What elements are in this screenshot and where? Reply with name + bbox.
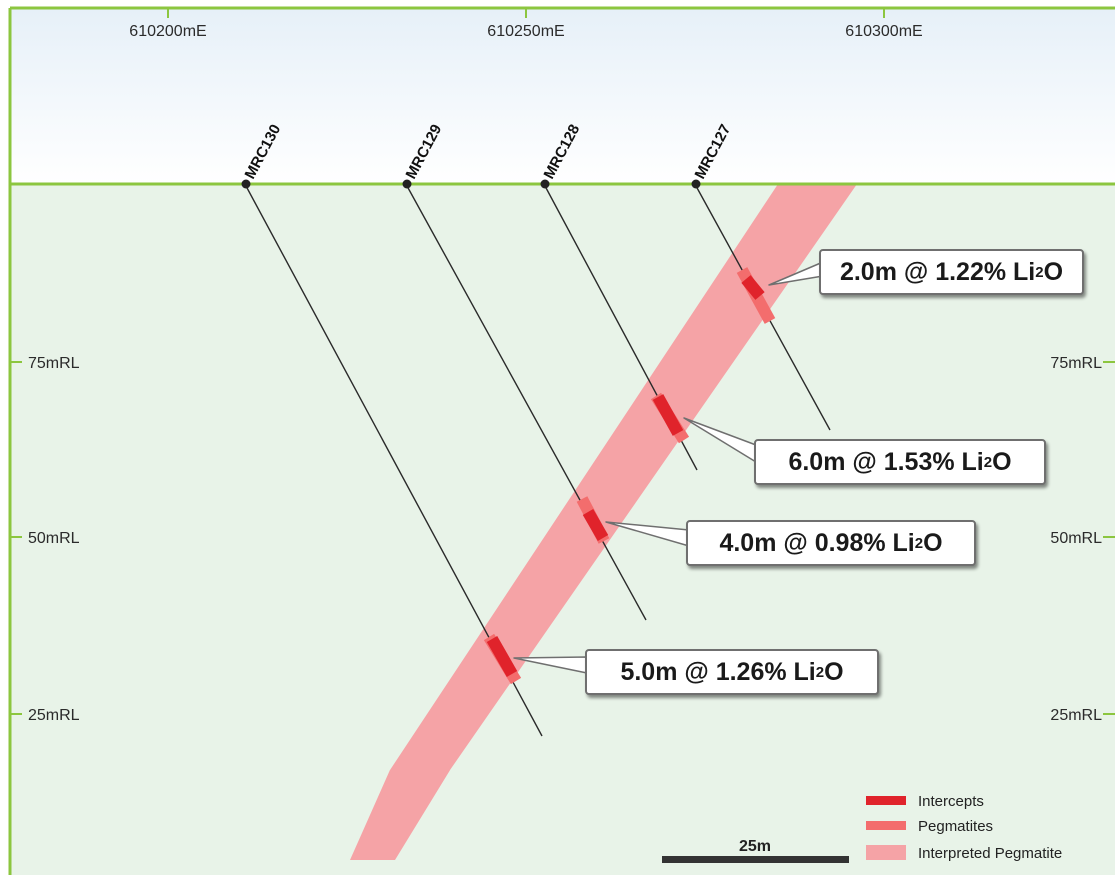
drill-trace-mrc129 bbox=[406, 185, 647, 621]
legend-label-interpreted-pegmatite: Interpreted Pegmatite bbox=[918, 845, 1062, 862]
rl-label-left: 75mRL bbox=[28, 355, 80, 372]
rl-label-right: 75mRL bbox=[1050, 355, 1102, 372]
legend-swatch-intercepts bbox=[866, 796, 906, 805]
callout-subscript: 2 bbox=[983, 453, 993, 471]
easting-label: 610250mE bbox=[487, 23, 564, 40]
rl-axis-right: 75mRL 50mRL 25mRL bbox=[1050, 355, 1115, 724]
collar-marker bbox=[402, 179, 412, 189]
intercept-mrc129 bbox=[582, 509, 609, 541]
intercept-mrc130 bbox=[486, 636, 518, 677]
callout-pointers bbox=[513, 261, 824, 674]
callout-text: 2.0m @ 1.22% Li bbox=[839, 257, 1036, 286]
rl-label-left: 50mRL bbox=[28, 530, 80, 547]
callout-text: 6.0m @ 1.53% Li bbox=[788, 447, 984, 476]
rl-label-left: 25mRL bbox=[28, 707, 80, 724]
easting-label: 610200mE bbox=[129, 23, 206, 40]
callout-text: 5.0m @ 1.26% Li bbox=[620, 657, 816, 686]
intercept-callout-mrc128: 6.0m @ 1.53% Li 2 O bbox=[754, 439, 1046, 485]
rl-axis-left: 75mRL 50mRL 25mRL bbox=[10, 355, 80, 724]
intercept-mrc128 bbox=[652, 394, 684, 436]
legend-label-pegmatites: Pegmatites bbox=[918, 818, 993, 835]
intercept-callout-mrc130: 5.0m @ 1.26% Li 2 O bbox=[585, 649, 879, 695]
callout-subscript: 2 bbox=[815, 663, 825, 681]
easting-label: 610300mE bbox=[845, 23, 922, 40]
rl-label-right: 50mRL bbox=[1050, 530, 1102, 547]
callout-subscript: 2 bbox=[1035, 263, 1044, 281]
callout-text-tail: O bbox=[1043, 257, 1064, 286]
callout-text-tail: O bbox=[923, 528, 943, 557]
easting-axis: 610200mE 610250mE 610300mE bbox=[129, 8, 923, 40]
legend-swatch-pegmatites bbox=[866, 821, 906, 830]
intercept-callout-mrc129: 4.0m @ 0.98% Li 2 O bbox=[686, 520, 976, 566]
intercept-intervals bbox=[486, 275, 765, 677]
callout-text-tail: O bbox=[824, 657, 844, 686]
callout-subscript: 2 bbox=[914, 534, 924, 552]
collars bbox=[241, 179, 701, 189]
callout-text-tail: O bbox=[992, 447, 1012, 476]
interpreted-pegmatite-band bbox=[350, 184, 857, 860]
legend-label-intercepts: Intercepts bbox=[918, 793, 984, 810]
intercept-callout-mrc127: 2.0m @ 1.22% Li 2 O bbox=[819, 249, 1084, 295]
scale-bar: 25m bbox=[662, 838, 849, 863]
collar-marker bbox=[540, 179, 550, 189]
callout-text: 4.0m @ 0.98% Li bbox=[719, 528, 915, 557]
legend-swatch-interpreted-pegmatite bbox=[866, 845, 906, 860]
intercept-mrc127 bbox=[741, 275, 765, 300]
collar-marker bbox=[691, 179, 701, 189]
scale-bar-line bbox=[662, 856, 849, 863]
rl-label-right: 25mRL bbox=[1050, 707, 1102, 724]
legend: Intercepts Pegmatites Interpreted Pegmat… bbox=[866, 793, 1062, 862]
collar-marker bbox=[241, 179, 251, 189]
sky-area bbox=[10, 8, 1115, 184]
scale-bar-label: 25m bbox=[739, 838, 771, 855]
